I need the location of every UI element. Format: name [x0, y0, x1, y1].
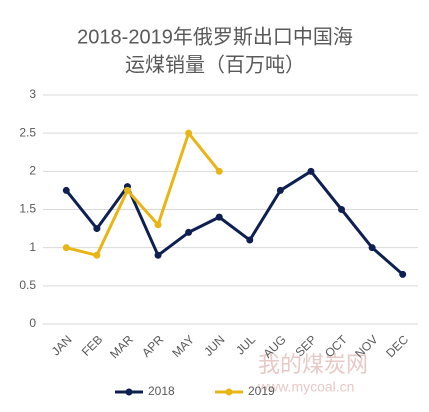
watermark: 我的煤炭网: [258, 352, 368, 377]
y-tick-label: 0: [29, 316, 36, 330]
series-marker: [368, 244, 376, 252]
x-tick-label: JUN: [201, 332, 227, 358]
series-marker: [154, 221, 162, 229]
y-tick-label: 2.5: [19, 125, 36, 139]
x-tick-label: MAY: [169, 332, 197, 360]
chart-title: 2018-2019年俄罗斯出口中国海: [77, 25, 353, 48]
x-tick-label: MAR: [107, 332, 136, 361]
legend-label: 2019: [248, 384, 275, 398]
y-tick-label: 0.5: [19, 278, 36, 292]
legend-swatch: [225, 388, 233, 396]
y-tick-label: 1.5: [19, 202, 36, 216]
legend-label: 2018: [148, 384, 175, 398]
y-tick-label: 2: [29, 164, 36, 178]
y-tick-label: 3: [29, 87, 36, 101]
series-marker: [62, 186, 70, 194]
series-marker: [123, 186, 131, 194]
x-tick-label: JAN: [49, 332, 75, 358]
series-marker: [215, 213, 223, 221]
series-marker: [185, 228, 193, 236]
series-marker: [154, 251, 162, 259]
series-marker: [399, 270, 407, 278]
x-tick-label: APR: [139, 332, 167, 360]
series-line: [65, 131, 221, 257]
series-marker: [338, 206, 346, 213]
series-marker: [307, 167, 315, 175]
series-line: [65, 169, 404, 276]
x-tick-label: FEB: [79, 332, 105, 358]
x-tick-label: JUL: [233, 332, 258, 357]
watermark: www.mycoal.cn: [257, 379, 354, 395]
series-marker: [185, 129, 193, 137]
series-marker: [93, 225, 101, 233]
x-tick-label: DEC: [383, 332, 411, 360]
series-marker: [276, 186, 284, 194]
series-marker: [246, 236, 254, 244]
series-marker: [215, 167, 223, 175]
y-tick-label: 1: [29, 240, 36, 254]
series-marker: [93, 251, 101, 259]
chart-title: 运煤销量（百万吨）: [125, 53, 305, 76]
legend-swatch: [125, 388, 133, 396]
series-marker: [62, 244, 70, 252]
